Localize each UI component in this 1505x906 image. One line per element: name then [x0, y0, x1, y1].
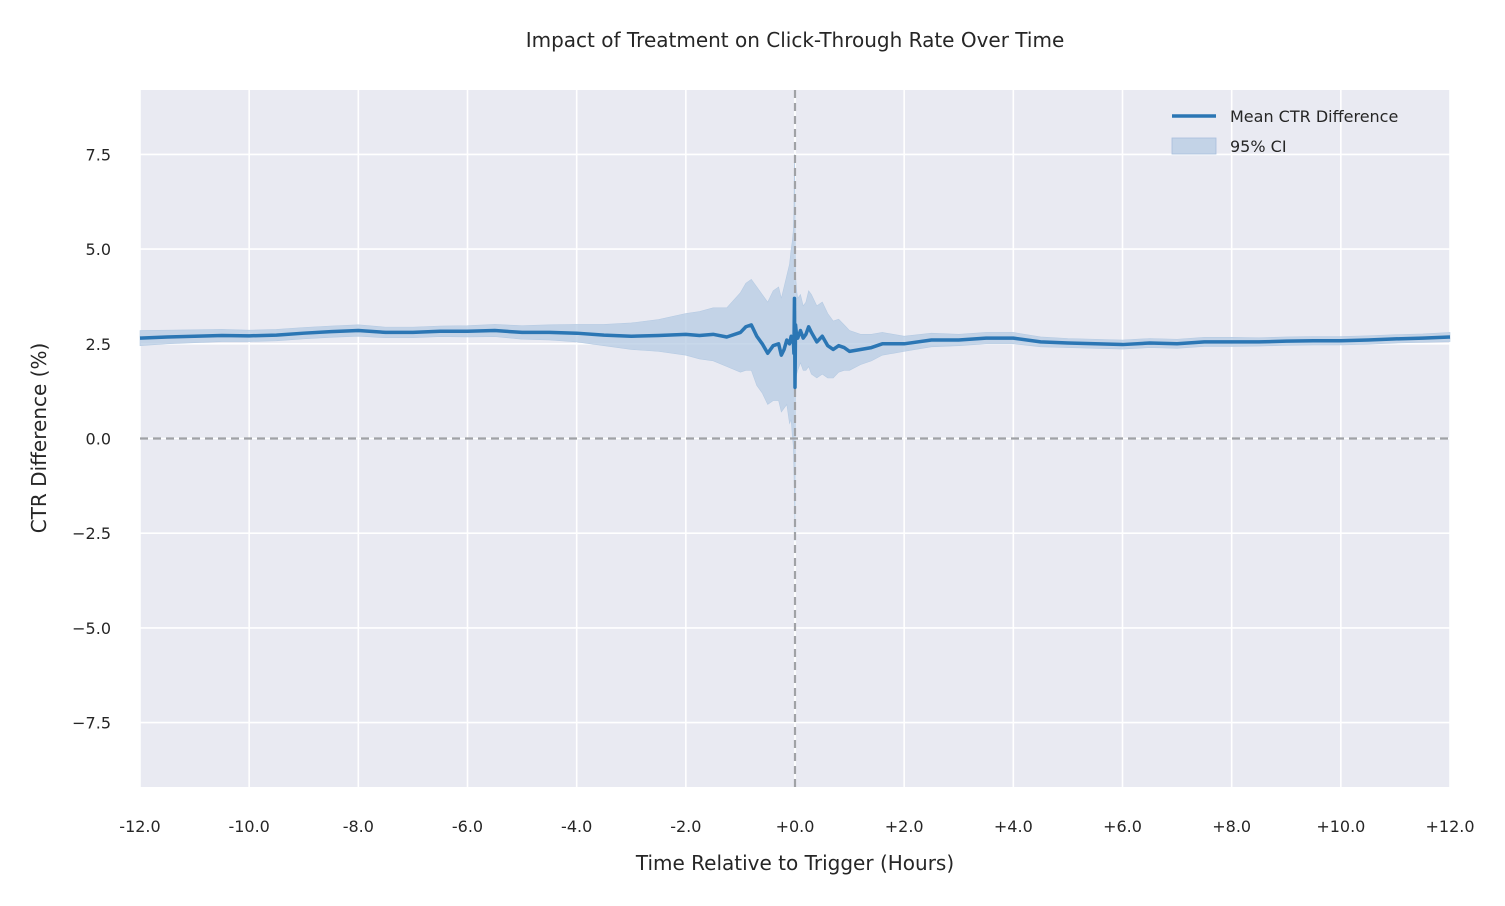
- x-tick-label: -8.0: [343, 817, 374, 836]
- y-tick-label: −2.5: [72, 524, 111, 543]
- legend-label-ci: 95% CI: [1230, 137, 1287, 156]
- x-tick-label: +8.0: [1212, 817, 1251, 836]
- legend: Mean CTR Difference 95% CI: [1171, 107, 1398, 156]
- reference-lines: [140, 90, 1450, 787]
- y-tick-label: −5.0: [72, 619, 111, 638]
- y-tick-label: 0.0: [86, 430, 111, 449]
- x-tick-label: +2.0: [885, 817, 924, 836]
- y-axis-title: CTR Difference (%): [27, 343, 51, 534]
- x-axis-title: Time Relative to Trigger (Hours): [635, 851, 954, 875]
- y-tick-label: 5.0: [86, 240, 111, 259]
- x-tick-label: +6.0: [1103, 817, 1142, 836]
- legend-label-mean: Mean CTR Difference: [1230, 107, 1398, 126]
- y-tick-label: 7.5: [86, 145, 111, 164]
- x-tick-label: -4.0: [561, 817, 592, 836]
- mean-line-layer: [139, 296, 1451, 390]
- x-tick-label: -6.0: [452, 817, 483, 836]
- y-axis-ticks: 7.5 5.0 2.5 0.0 −2.5 −5.0 −7.5: [72, 145, 111, 732]
- x-tick-label: +0.0: [776, 817, 815, 836]
- x-tick-label: +4.0: [994, 817, 1033, 836]
- x-tick-label: +10.0: [1316, 817, 1365, 836]
- legend-band-swatch: [1171, 137, 1217, 155]
- y-tick-label: 2.5: [86, 335, 111, 354]
- x-tick-label: -12.0: [119, 817, 160, 836]
- chart-title: Impact of Treatment on Click-Through Rat…: [526, 28, 1065, 52]
- x-axis-ticks: -12.0 -10.0 -8.0 -6.0 -4.0 -2.0 +0.0 +2.0 +4.0 +6…: [119, 817, 1474, 836]
- x-tick-label: +12.0: [1425, 817, 1474, 836]
- x-tick-label: -10.0: [228, 817, 269, 836]
- mean-ctr-line: [139, 296, 1451, 390]
- y-tick-label: −7.5: [72, 714, 111, 733]
- x-tick-label: -2.0: [670, 817, 701, 836]
